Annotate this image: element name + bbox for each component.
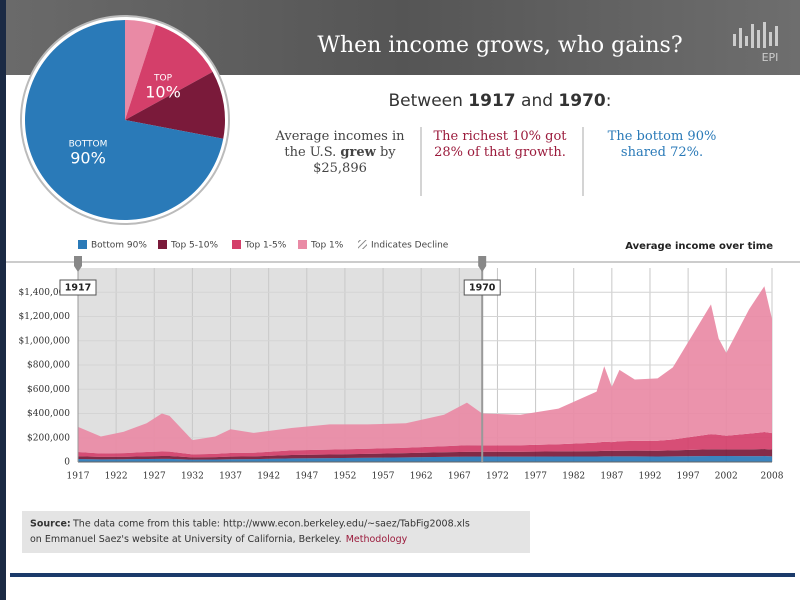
- x-tick-label: 1922: [105, 472, 128, 482]
- x-tick-label: 1927: [143, 472, 166, 482]
- legend-swatch: [232, 240, 241, 249]
- x-tick-label: 1957: [372, 472, 395, 482]
- fact-line: shared 72%.: [621, 145, 703, 160]
- marker-pin: [478, 256, 487, 272]
- fact-line: $25,896: [313, 161, 367, 176]
- legend-label: Top 1-5%: [244, 241, 287, 251]
- marker-box: [463, 279, 501, 296]
- text-segment: The richest 10% got: [433, 129, 567, 144]
- source-text: on Emmanuel Saez's website at University…: [30, 534, 342, 545]
- text-segment: The bottom 90%: [608, 129, 717, 144]
- x-tick-label: 1962: [410, 472, 433, 482]
- marker-pin: [74, 256, 82, 272]
- x-tick-label: 1967: [448, 472, 471, 482]
- y-tick-label: $200,000: [27, 433, 70, 443]
- source-line: The data come from this table: http://ww…: [72, 519, 470, 530]
- legend-swatch: [158, 240, 167, 249]
- x-tick-label: 2008: [761, 472, 784, 482]
- text-segment: Average incomes in: [274, 129, 405, 144]
- pie-label-name: TOP: [153, 74, 173, 84]
- text-segment: 1970: [558, 91, 605, 111]
- area-series: [78, 432, 772, 458]
- pie-slice: [125, 20, 156, 120]
- source-box: [22, 511, 530, 553]
- source-line: on Emmanuel Saez's website at University…: [30, 534, 408, 545]
- logo-text: EPI: [762, 51, 779, 64]
- x-tick-label: 1952: [333, 472, 356, 482]
- title: When income grows, who gains?: [317, 33, 682, 58]
- x-tick-label: 1932: [181, 472, 204, 482]
- text-segment: by: [376, 145, 396, 160]
- x-tick-label: 1977: [524, 472, 547, 482]
- text-segment: and: [516, 91, 559, 111]
- legend-label: Top 5-10%: [170, 241, 218, 251]
- marker-box: [59, 279, 97, 296]
- x-tick-label: 1972: [486, 472, 509, 482]
- legend-label: Bottom 90%: [91, 241, 147, 251]
- source-link[interactable]: Methodology: [346, 534, 408, 545]
- x-tick-label: 1942: [257, 472, 280, 482]
- fact-line: The bottom 90%: [608, 129, 717, 144]
- pie-label-value: 10%: [145, 83, 181, 102]
- y-tick-label: $800,000: [27, 361, 70, 371]
- x-tick-label: 1997: [677, 472, 700, 482]
- pie-label-value: 90%: [70, 149, 106, 168]
- text-segment: $25,896: [313, 161, 367, 176]
- legend-label: Indicates Decline: [371, 241, 449, 251]
- y-tick-label: $600,000: [27, 385, 70, 395]
- marker-label: 1970: [469, 283, 496, 294]
- legend-swatch: [358, 240, 367, 249]
- fact-line: 28% of that growth.: [434, 145, 566, 160]
- pie-label-name: BOTTOM: [69, 140, 108, 150]
- text-segment: grew: [340, 145, 376, 160]
- y-tick-label: $1,200,000: [18, 312, 70, 322]
- text-segment: :: [606, 91, 612, 111]
- x-tick-label: 1937: [219, 472, 242, 482]
- left-strip: [0, 0, 6, 600]
- x-tick-label: 1947: [295, 472, 318, 482]
- y-tick-label: 0: [64, 458, 70, 468]
- fact-line: the U.S. grew by: [284, 145, 396, 160]
- source-label: Source:: [30, 519, 71, 530]
- marker-label: 1917: [65, 283, 91, 294]
- fact-line: Average incomes in: [274, 129, 405, 144]
- logo: [733, 22, 778, 48]
- legend-swatch: [78, 240, 87, 249]
- text-segment: shared 72%.: [621, 145, 703, 160]
- x-tick-label: 1982: [562, 472, 585, 482]
- text-segment: Between: [389, 91, 469, 111]
- pie-slice: [125, 71, 225, 139]
- y-tick-label: $1,000,000: [18, 336, 70, 346]
- area-series: [78, 286, 772, 455]
- y-tick-label: $400,000: [27, 409, 70, 419]
- legend-label: Top 1%: [310, 241, 344, 251]
- x-tick-label: 1987: [600, 472, 623, 482]
- legend-swatch: [298, 240, 307, 249]
- y-tick-label: $1,400,000: [18, 288, 70, 298]
- chart-title: Average income over time: [625, 241, 773, 252]
- subtitle: Between 1917 and 1970:: [389, 91, 612, 111]
- text-segment: the U.S.: [284, 145, 340, 160]
- pie-slice: [125, 24, 213, 120]
- x-tick-label: 2002: [715, 472, 738, 482]
- x-tick-label: 1992: [639, 472, 662, 482]
- text-segment: 28% of that growth.: [434, 145, 566, 160]
- area-series: [78, 449, 772, 460]
- x-tick-label: 1917: [67, 472, 90, 482]
- pie-slice: [24, 20, 224, 220]
- text-segment: 1917: [468, 91, 515, 111]
- area-series: [78, 455, 772, 462]
- fact-line: The richest 10% got: [433, 129, 567, 144]
